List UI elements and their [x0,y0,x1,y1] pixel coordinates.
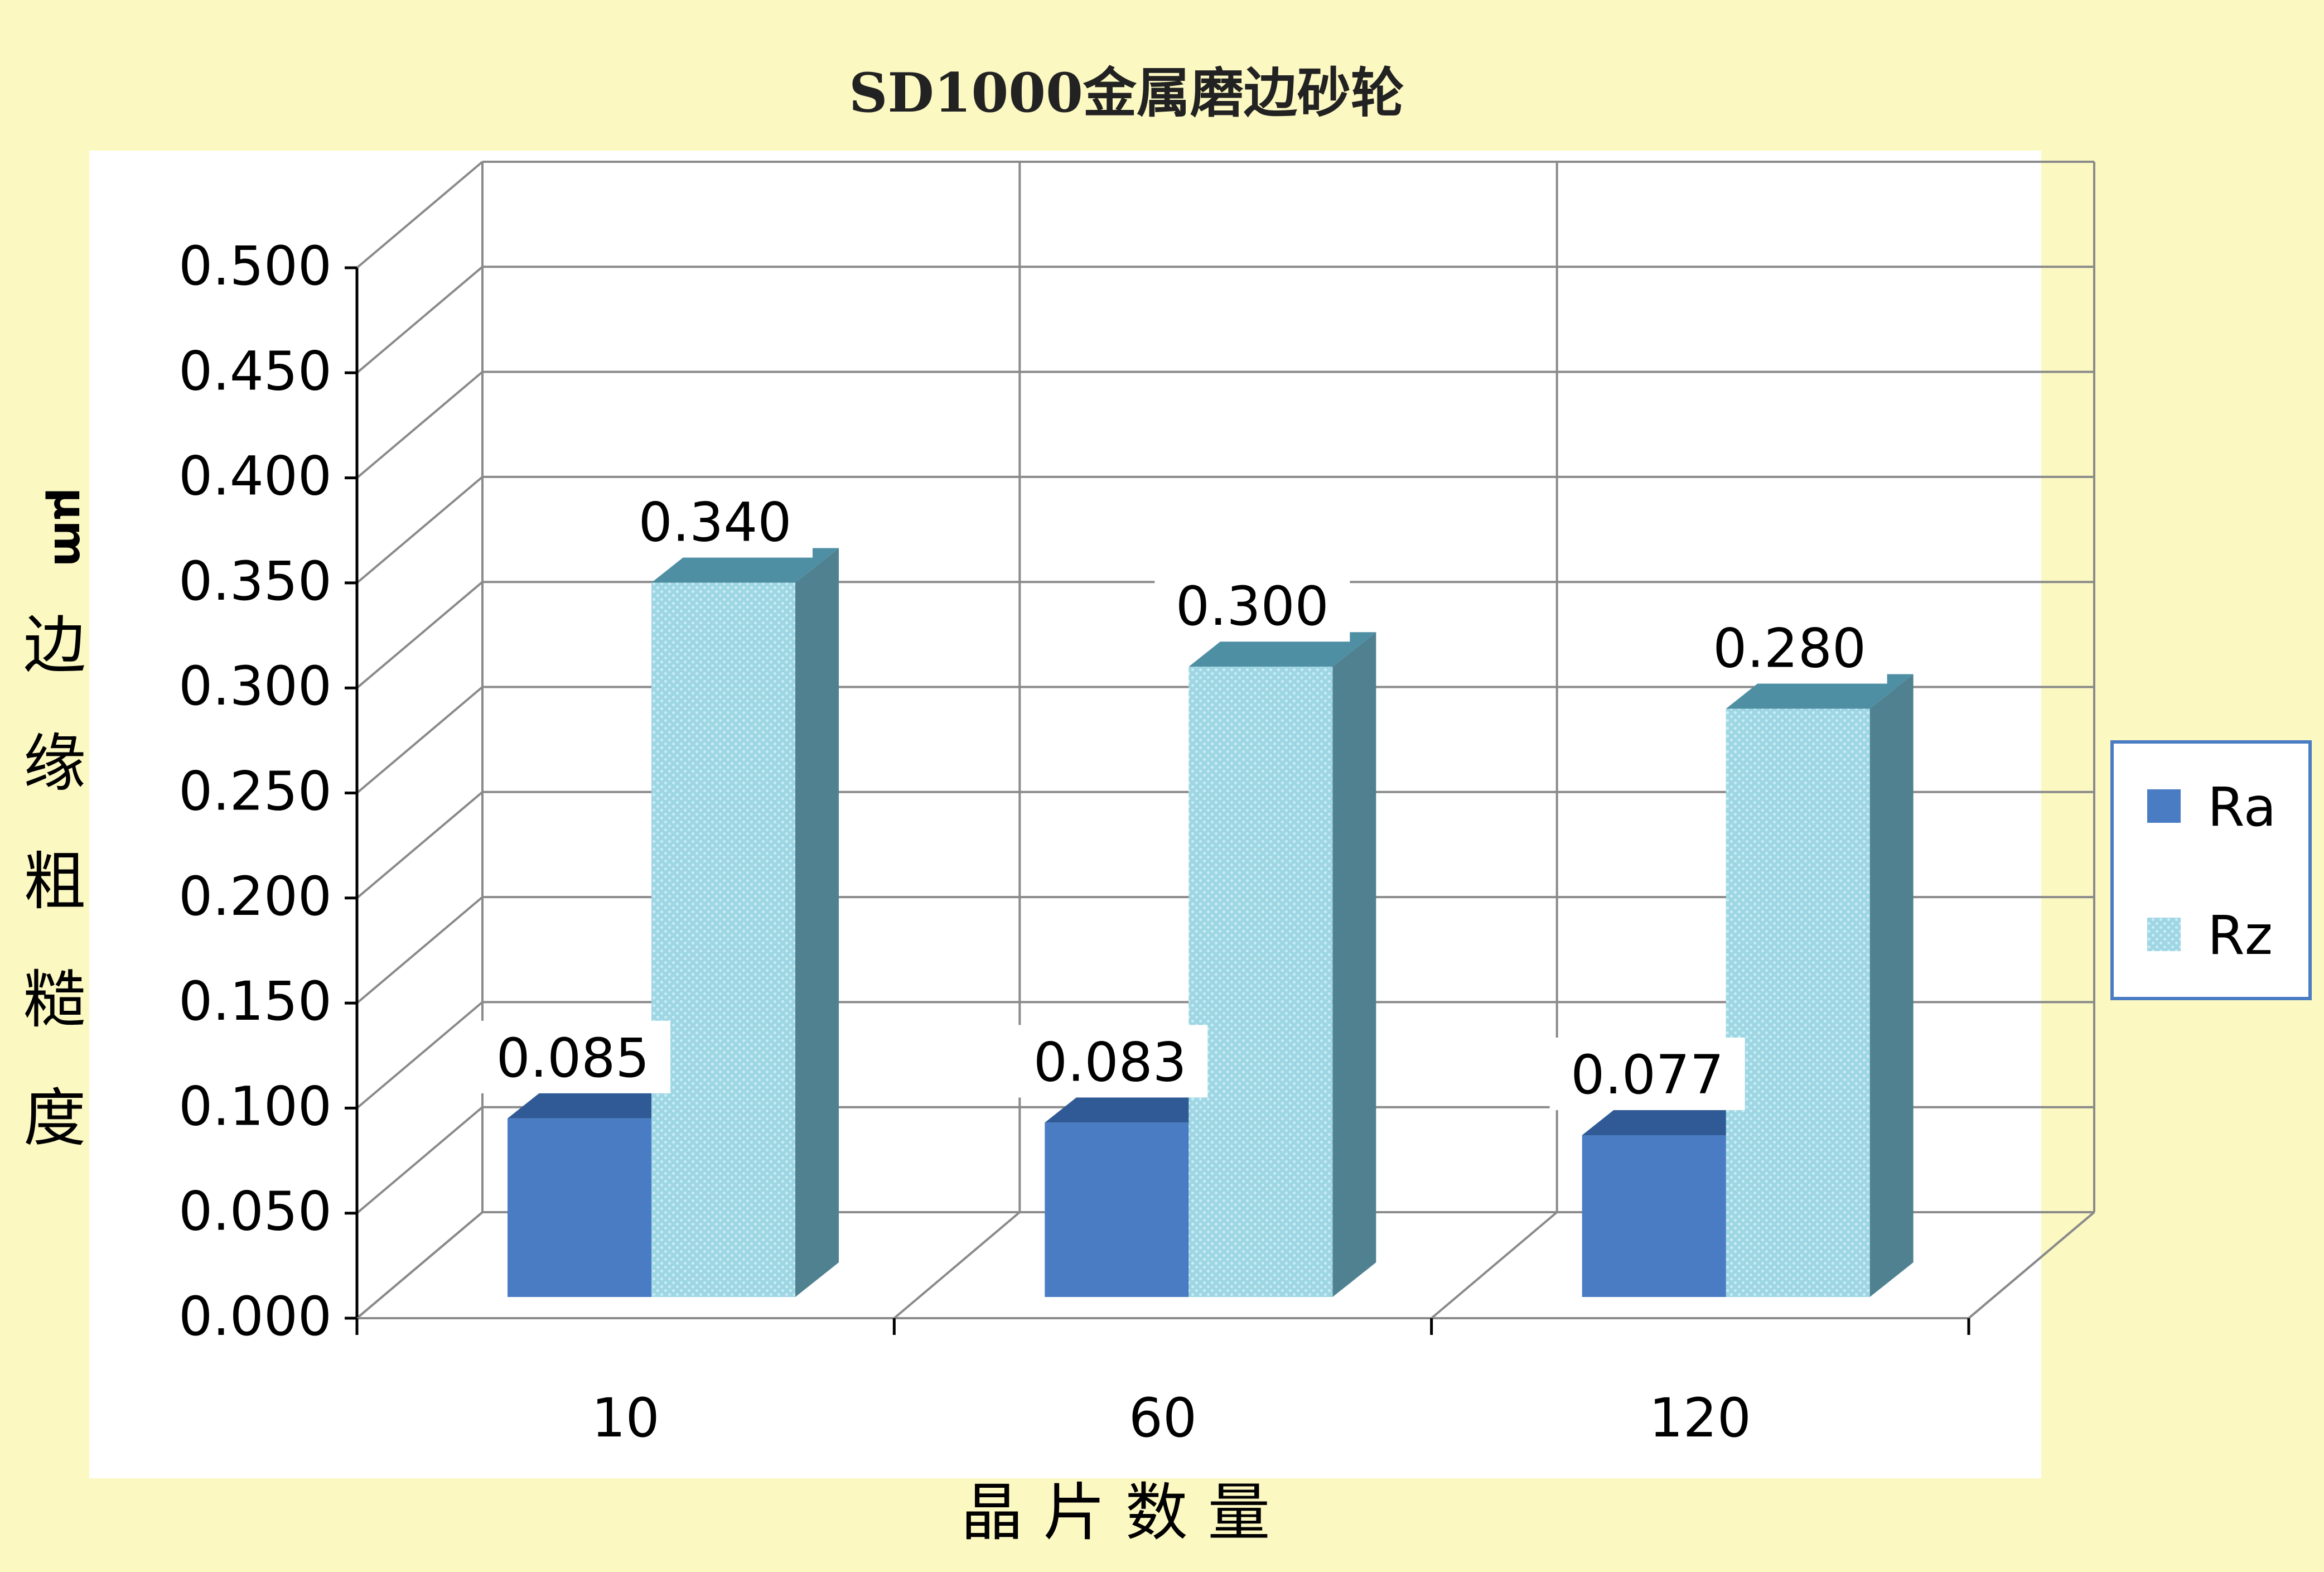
bar-ra-120 [1582,1135,1726,1297]
value-label-bg [1012,1025,1208,1098]
value-label-bg [1549,1038,1745,1111]
legend-label-rz: Rz [2207,904,2273,967]
gridline-depth [356,476,484,584]
gridline-depth [356,371,484,479]
value-label-bg [617,485,813,558]
y-tick-label: 0.000 [178,1285,332,1348]
floor-depth-line [1431,1211,1558,1319]
value-label-bg [1154,569,1350,642]
gridline-depth [356,1106,484,1214]
y-axis-label-char: 边 [23,609,86,682]
y-tick-label: 0.200 [178,865,332,928]
value-label-bg [1692,611,1887,684]
x-tick-label: 120 [1649,1387,1751,1449]
gridline-depth [356,686,484,794]
y-axis-label-char: 缘 [23,727,86,800]
floor-depth-line [893,1211,1021,1319]
x-tick-label: 10 [592,1387,660,1449]
value-label-rz: 0.300 [1176,575,1329,638]
chart-title: SD1000金属磨边砂轮 [849,61,1404,124]
value-label-ra: 0.085 [496,1027,650,1089]
legend: Ra Rz [2110,740,2312,1000]
y-tick-label: 0.100 [178,1075,332,1137]
y-tick-label: 0.150 [178,970,332,1033]
axes: 0.000 0.050 0.100 0.150 0.200 0.250 0.300 0.350… [178,235,2095,1449]
value-label-ra: 0.083 [1033,1031,1187,1093]
bar-rz-120 [1726,708,1870,1297]
value-label-bg [475,1020,670,1093]
bars [508,548,1914,1297]
y-axis-label-char: 糙 [23,964,86,1036]
x-tick-label: 60 [1129,1387,1197,1449]
gridline-depth [356,266,484,374]
value-label-ra: 0.077 [1571,1044,1724,1106]
value-labels: 0.085 0.340 0.083 0.300 0.077 0.280 [475,485,1887,1111]
y-axis-label-char: 粗 [23,846,86,918]
y-axis-label-char: 度 [23,1082,86,1155]
y-tick-label: 0.050 [178,1180,332,1243]
y-tick-label: 0.450 [178,340,332,402]
gridline-depth [356,896,484,1004]
x-axis-label: 晶 片 数 量 [961,1477,1270,1549]
bar-ra-10 [508,1118,651,1297]
bar-side-rz [1869,674,1914,1297]
y-tick-label: 0.250 [178,760,332,823]
gridline-depth [356,161,484,269]
floor-edge [1968,1211,2095,1319]
y-axis-unit: μm [44,488,96,567]
legend-label-ra: Ra [2207,776,2276,838]
legend-swatch-ra [2147,789,2181,823]
bar-ra-60 [1045,1122,1189,1297]
floor-depth-line [356,1211,484,1319]
legend-swatch-rz [2147,918,2181,951]
value-label-rz: 0.340 [639,491,792,554]
bar-rz-60 [1188,667,1333,1297]
bar-side-rz [1332,632,1376,1297]
y-tick-label: 0.400 [178,445,332,508]
bar-rz-10 [651,582,795,1297]
gridline-depth [356,791,484,899]
y-tick-label: 0.500 [178,235,332,297]
gridline-depth [356,1001,484,1109]
gridline-depth [356,581,484,689]
value-label-rz: 0.280 [1713,618,1866,680]
legend-box [2110,740,2312,1000]
bar-side-rz [795,548,839,1297]
y-tick-label: 0.300 [178,655,332,717]
y-tick-label: 0.350 [178,550,332,613]
